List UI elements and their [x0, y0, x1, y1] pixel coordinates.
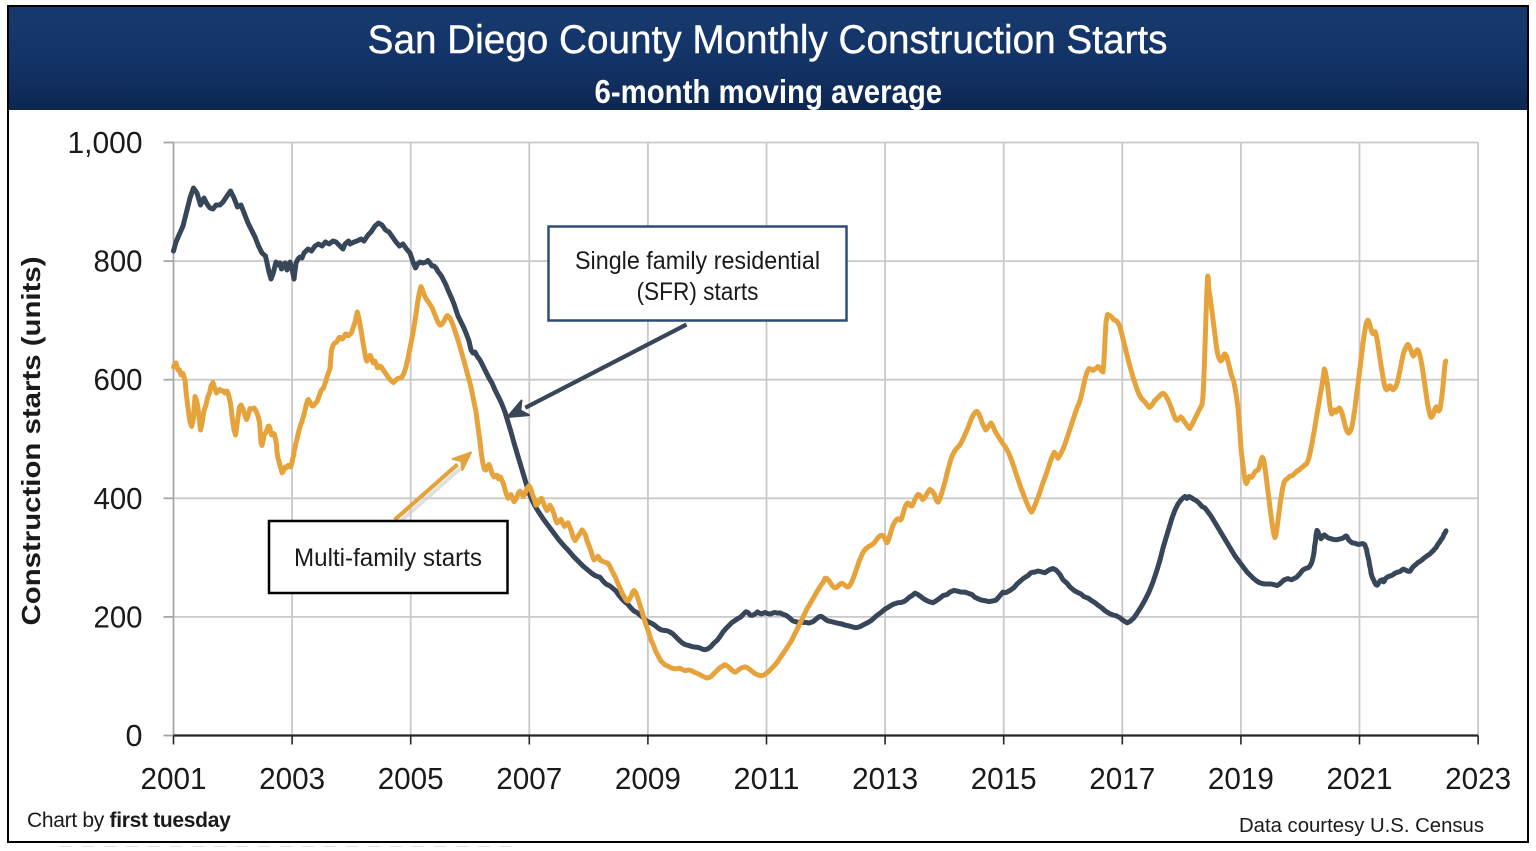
svg-text:2021: 2021: [1327, 761, 1393, 796]
svg-text:0: 0: [126, 718, 143, 753]
svg-text:Single family residential: Single family residential: [575, 247, 820, 275]
svg-text:200: 200: [94, 599, 143, 634]
svg-text:1,000: 1,000: [68, 125, 143, 160]
svg-text:2019: 2019: [1208, 761, 1274, 796]
svg-text:2007: 2007: [496, 761, 562, 796]
svg-text:2015: 2015: [971, 761, 1037, 796]
svg-text:2017: 2017: [1089, 761, 1155, 796]
svg-text:2013: 2013: [852, 761, 918, 796]
svg-text:2005: 2005: [378, 761, 444, 796]
svg-text:2023: 2023: [1445, 761, 1511, 796]
svg-text:2003: 2003: [259, 761, 325, 796]
svg-text:2011: 2011: [734, 761, 800, 796]
svg-text:2001: 2001: [141, 761, 207, 796]
svg-text:Construction starts (units): Construction starts (units): [16, 257, 46, 626]
svg-text:(SFR) starts: (SFR) starts: [637, 278, 759, 306]
svg-text:400: 400: [94, 481, 143, 516]
svg-text:2009: 2009: [615, 761, 681, 796]
svg-text:Data courtesy U.S. Census: Data courtesy U.S. Census: [1239, 815, 1484, 837]
svg-text:Chart by first tuesday: Chart by first tuesday: [27, 809, 231, 832]
svg-text:Multi-family starts: Multi-family starts: [294, 544, 482, 572]
svg-text:600: 600: [94, 362, 143, 397]
svg-text:800: 800: [94, 244, 143, 279]
